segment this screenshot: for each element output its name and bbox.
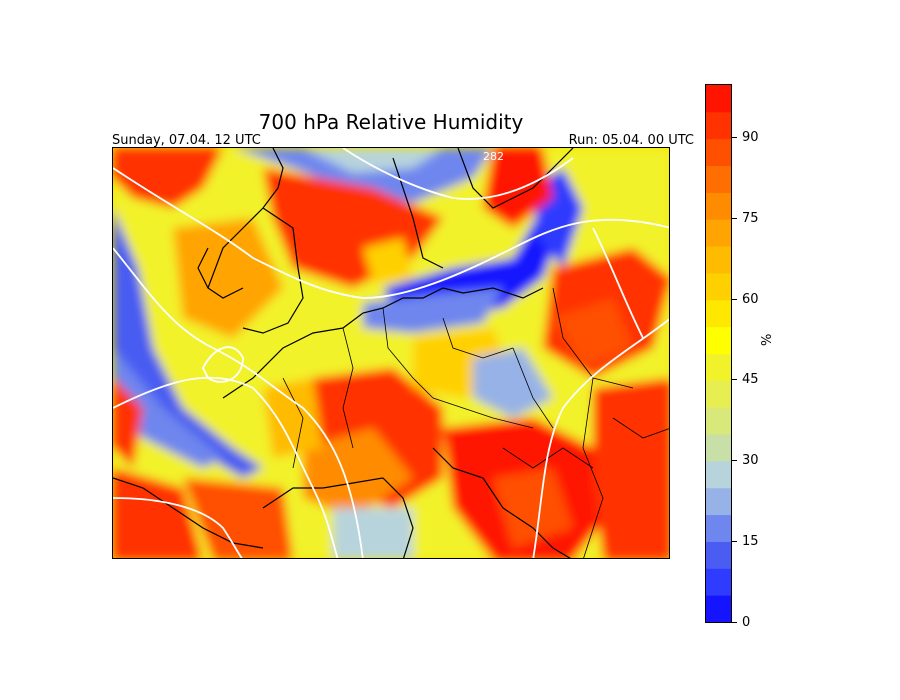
colorbar-band (706, 272, 731, 301)
colorbar-band (706, 192, 731, 220)
colorbar-band (706, 487, 731, 516)
colorbar-band (706, 85, 731, 113)
humidity-field: 282 (113, 148, 669, 558)
borders (282, 287, 669, 558)
colorbar-band (706, 380, 731, 408)
colorbar-band (706, 353, 731, 381)
map-title: 700 hPa Relative Humidity (258, 110, 524, 134)
height-contours (113, 148, 669, 558)
colorbar-tick-mark (732, 460, 737, 462)
coastlines (113, 148, 574, 558)
contour-label: 282 (483, 150, 504, 163)
colorbar-band (706, 219, 731, 247)
valid-time-label: Sunday, 07.04. 12 UTC (112, 133, 261, 148)
colorbar-band (706, 541, 731, 569)
colorbar-tick-label: 75 (742, 210, 759, 226)
colorbar-tick-mark (732, 379, 737, 381)
colorbar-band (706, 165, 731, 193)
colorbar-band (706, 434, 731, 462)
colorbar-bands (706, 85, 731, 622)
colorbar-band (706, 568, 731, 596)
colorbar-band (706, 246, 731, 274)
colorbar-tick-label: 45 (742, 372, 759, 388)
colorbar-band (706, 595, 731, 622)
run-time-label: Run: 05.04. 00 UTC (568, 133, 694, 148)
colorbar-unit-label: % (760, 333, 775, 346)
colorbar-tick-label: 90 (742, 129, 759, 145)
colorbar-band (706, 299, 731, 328)
colorbar-band (706, 460, 731, 489)
colorbar (705, 84, 732, 623)
humidity-fill (113, 148, 669, 558)
colorbar-band (706, 514, 731, 542)
humidity-map: 282 (112, 147, 670, 559)
colorbar-band (706, 407, 731, 435)
colorbar-tick-label: 60 (742, 291, 759, 307)
colorbar-tick-label: 15 (742, 534, 759, 550)
colorbar-tick-mark (732, 541, 737, 543)
colorbar-band (706, 111, 731, 140)
colorbar-ticks: 0 15 30 45 60 75 90 (732, 84, 792, 630)
colorbar-tick-mark (732, 622, 737, 623)
colorbar-band (706, 138, 731, 167)
colorbar-tick-label: 0 (742, 615, 751, 630)
colorbar-tick-mark (732, 136, 737, 138)
colorbar-tick-mark (732, 217, 737, 219)
colorbar-band (706, 326, 731, 354)
colorbar-tick-mark (732, 298, 737, 300)
colorbar-tick-label: 30 (742, 453, 759, 469)
